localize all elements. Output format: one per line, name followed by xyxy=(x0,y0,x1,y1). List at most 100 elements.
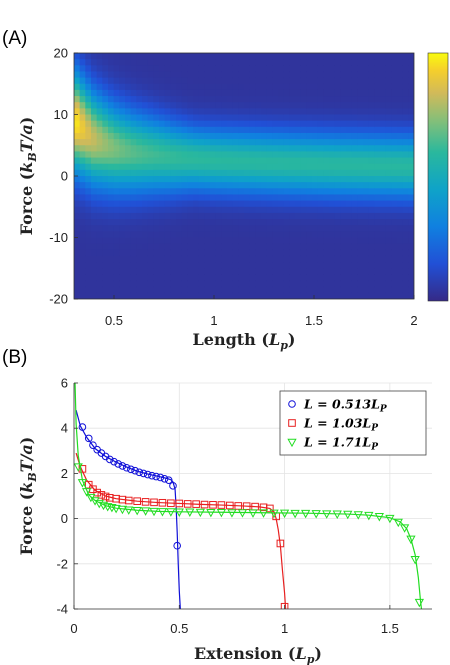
heatmap-cell xyxy=(136,151,143,159)
heatmap-cell xyxy=(289,151,296,159)
heatmap-cell xyxy=(244,108,251,116)
heatmap-cell xyxy=(170,65,177,73)
heatmap-cell xyxy=(130,53,137,60)
heatmap-cell xyxy=(113,163,120,171)
heatmap-cell xyxy=(147,71,154,79)
heatmap-cell xyxy=(102,237,109,245)
heatmap-cell xyxy=(391,77,398,85)
heatmap-cell xyxy=(334,268,341,275)
heatmap-cell xyxy=(91,120,98,128)
heatmap-cell xyxy=(351,83,358,91)
heatmap-cell xyxy=(334,59,341,66)
plot-b-x-ticks: 0 0.5 1 1.5 xyxy=(70,605,399,636)
heatmap-cell xyxy=(374,71,381,79)
heatmap-cell xyxy=(306,102,313,109)
heatmap-cell xyxy=(238,89,245,97)
heatmap-cell xyxy=(136,249,143,257)
heatmap-cell xyxy=(391,243,398,251)
heatmap-cell xyxy=(244,120,251,128)
data-point xyxy=(322,510,332,519)
heatmap-cell xyxy=(261,243,268,251)
heatmap-cell xyxy=(210,231,217,239)
heatmap-cell xyxy=(385,219,392,226)
heatmap-cell xyxy=(249,212,256,220)
heatmap-cell xyxy=(306,114,313,122)
heatmap-cell xyxy=(312,231,319,239)
heatmap-cell xyxy=(317,231,324,239)
heatmap-cell xyxy=(357,120,364,128)
heatmap-cell xyxy=(159,59,166,66)
heatmap-cell xyxy=(306,132,313,140)
heatmap-cell xyxy=(85,237,92,245)
heatmap-cell xyxy=(340,169,347,177)
heatmap-cell xyxy=(300,163,307,171)
heatmap-cell xyxy=(74,249,81,257)
heatmap-cell xyxy=(283,212,290,220)
heatmap-cell xyxy=(159,280,166,288)
heatmap-cell xyxy=(204,120,211,128)
heatmap-cell xyxy=(176,77,183,85)
heatmap-cell xyxy=(193,108,200,116)
heatmap-cell xyxy=(289,182,296,189)
heatmap-cell xyxy=(351,286,358,294)
heatmap-cell xyxy=(278,169,285,177)
heatmap-cell xyxy=(312,243,319,251)
heatmap-cell xyxy=(130,151,137,159)
heatmap-cell xyxy=(312,132,319,140)
heatmap-cell xyxy=(351,188,358,196)
heatmap-cell xyxy=(351,71,358,79)
heatmap-cell xyxy=(266,151,273,159)
data-point xyxy=(157,508,168,517)
heatmap-cell xyxy=(317,182,324,189)
heatmap-cell xyxy=(317,286,324,294)
heatmap-cell xyxy=(187,65,194,73)
heatmap-cell xyxy=(397,169,404,177)
heatmap-cell xyxy=(249,53,256,60)
heatmap-cell xyxy=(142,206,149,214)
heatmap-cell xyxy=(357,114,364,122)
heatmap-cell xyxy=(363,255,370,263)
legend-item: L = 1.03LP xyxy=(288,416,378,434)
heatmap-cell xyxy=(329,108,336,116)
heatmap-cell xyxy=(187,163,194,171)
heatmap-cell xyxy=(125,268,132,275)
heatmap-cell xyxy=(238,280,245,288)
heatmap-cell xyxy=(340,132,347,140)
heatmap-cell xyxy=(272,231,279,239)
heatmap-cell xyxy=(323,231,330,239)
heatmap-cell xyxy=(91,200,98,208)
heatmap-cell xyxy=(255,59,262,66)
heatmap-cell xyxy=(136,212,143,220)
heatmap-cell xyxy=(249,157,256,165)
heatmap-cell xyxy=(108,169,115,177)
heatmap-cell xyxy=(153,102,160,109)
heatmap-cell xyxy=(402,200,409,208)
heatmap-cell xyxy=(164,262,171,269)
heatmap-cell xyxy=(204,212,211,220)
heatmap-cell xyxy=(391,151,398,159)
heatmap-cell xyxy=(119,206,126,214)
heatmap-cell xyxy=(238,102,245,109)
heatmap-cell xyxy=(91,243,98,251)
heatmap-cell xyxy=(306,255,313,263)
heatmap-cell xyxy=(108,274,115,282)
heatmap-cell xyxy=(357,231,364,239)
heatmap-cell xyxy=(272,237,279,245)
heatmap-cell xyxy=(340,182,347,189)
heatmap-cell xyxy=(125,163,132,171)
heatmap-cell xyxy=(306,176,313,183)
heatmap-cell xyxy=(96,206,103,214)
heatmap-cell xyxy=(295,286,302,294)
heatmap-cell xyxy=(283,157,290,165)
heatmap-cell xyxy=(295,145,302,152)
heatmap-cell xyxy=(91,206,98,214)
heatmap-cell xyxy=(323,163,330,171)
heatmap-cell xyxy=(198,59,205,66)
heatmap-cell xyxy=(283,102,290,109)
heatmap-cell xyxy=(159,169,166,177)
heatmap-cell xyxy=(368,139,375,146)
heatmap-cell xyxy=(210,102,217,109)
heatmap-cell xyxy=(96,268,103,275)
heatmap-cell xyxy=(204,108,211,116)
